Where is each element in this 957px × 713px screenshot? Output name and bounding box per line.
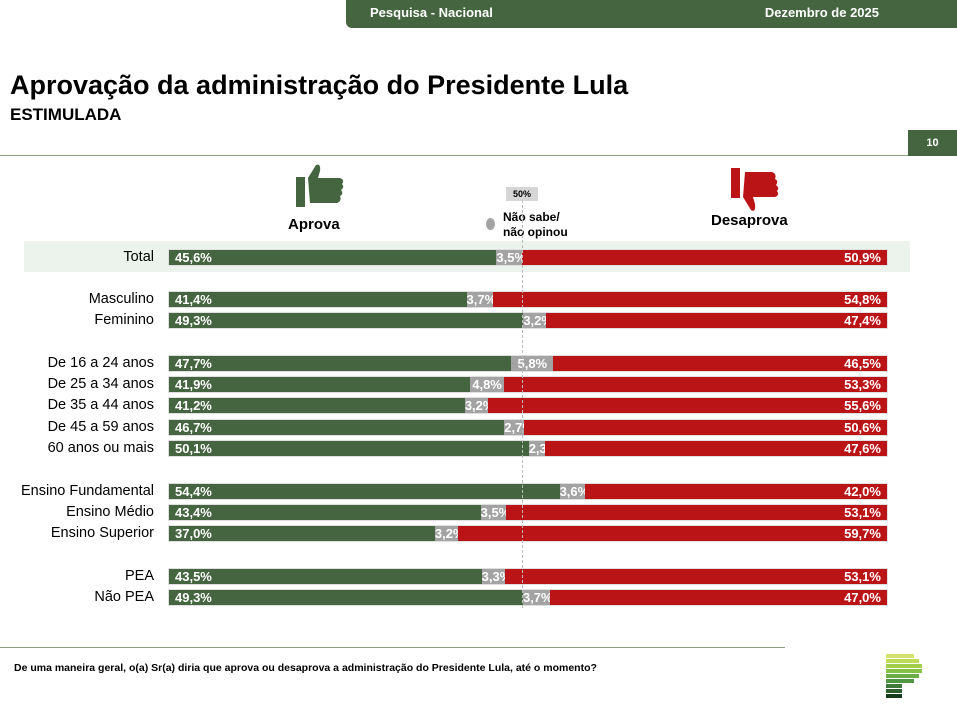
category-label: De 16 a 24 anos [47,355,154,371]
category-label: Ensino Fundamental [21,483,154,499]
category-label: 60 anos ou mais [47,440,154,456]
bar-aprova: 49,3% [169,313,524,328]
survey-name: Pesquisa - Nacional [370,5,493,20]
legend-nao-sabe: Não sabe/ não opinou [503,210,568,239]
category-label: Ensino Médio [66,504,154,520]
survey-question: De uma maneira geral, o(a) Sr(a) diria q… [14,662,597,674]
bar-desaprova: 47,0% [549,590,887,605]
header-bar: Pesquisa - Nacional Dezembro de 2025 [346,0,957,28]
bar-aprova: 41,2% [169,398,465,413]
stacked-bar: 54,4% 3,6% 42,0% [168,483,888,500]
bar-row: Não PEA 49,3% 3,7% 47,0% [0,589,957,606]
page-number: 10 [908,130,957,156]
bar-desaprova: 50,6% [523,420,887,435]
bar-nao-sabe: 3,7% [466,292,497,307]
survey-date: Dezembro de 2025 [764,5,879,20]
legend-aprova: Aprova [288,216,340,233]
logo [886,654,922,698]
stacked-bar: 37,0% 3,2% 59,7% [168,525,888,542]
category-label: De 35 a 44 anos [47,397,154,413]
page-subtitle: ESTIMULADA [10,105,122,124]
thumbs-down-icon [731,168,779,211]
stacked-bar: 43,5% 3,3% 53,1% [168,568,888,585]
bar-aprova: 37,0% [169,526,435,541]
bar-desaprova: 42,0% [585,484,887,499]
bar-row: Ensino Médio 43,4% 3,5% 53,1% [0,504,957,521]
bar-nao-sabe: 3,2% [434,526,465,541]
legend-nao-sabe-marker [486,218,495,230]
bar-nao-sabe: 3,3% [481,569,512,584]
bar-row: Total 45,6% 3,5% 50,9% [0,249,957,266]
bar-desaprova: 53,1% [505,505,887,520]
bar-aprova: 46,7% [169,420,505,435]
bar-desaprova: 53,1% [505,569,887,584]
bar-nao-sabe: 4,8% [469,377,505,392]
category-label: Total [123,249,154,265]
bar-desaprova: 47,4% [546,313,887,328]
category-label: Masculino [88,291,154,307]
bar-aprova: 50,1% [169,441,529,456]
bar-nao-sabe: 2,7% [504,420,534,435]
bar-nao-sabe: 3,5% [480,505,511,520]
bar-aprova: 47,7% [169,356,512,371]
bar-row: Ensino Superior 37,0% 3,2% 59,7% [0,525,957,542]
stacked-bar: 49,3% 3,7% 47,0% [168,589,888,606]
category-label: Não PEA [94,589,154,605]
bar-nao-sabe: 3,2% [523,313,553,328]
category-label: De 25 a 34 anos [47,376,154,392]
stacked-bar: 46,7% 2,7% 50,6% [168,419,888,436]
stacked-bar: 47,7% 5,8% 46,5% [168,355,888,372]
bar-row: Feminino 49,3% 3,2% 47,4% [0,312,957,329]
bar-nao-sabe: 3,5% [496,250,527,265]
stacked-bar: 41,9% 4,8% 53,3% [168,376,888,393]
thumbs-up-icon [296,164,344,207]
page-title: Aprovação da administração do Presidente… [10,70,629,100]
bar-desaprova: 55,6% [487,398,887,413]
divider [0,155,908,156]
bar-row: PEA 43,5% 3,3% 53,1% [0,568,957,585]
category-label: De 45 a 59 anos [47,419,154,435]
bar-desaprova: 53,3% [504,377,887,392]
bar-row: 60 anos ou mais 50,1% 2,3% 47,6% [0,440,957,457]
category-label: PEA [124,568,154,584]
bar-nao-sabe: 5,8% [511,356,554,371]
bar-nao-sabe: 3,2% [464,398,495,413]
fifty-percent-label: 50% [506,187,538,201]
stacked-bar: 41,4% 3,7% 54,8% [168,291,888,308]
stacked-bar: 50,1% 2,3% 47,6% [168,440,888,457]
bar-row: De 35 a 44 anos 41,2% 3,2% 55,6% [0,397,957,414]
category-label: Ensino Superior [50,525,154,541]
stacked-bar: 43,4% 3,5% 53,1% [168,504,888,521]
stacked-bar: 45,6% 3,5% 50,9% [168,249,888,266]
bar-aprova: 45,6% [169,250,497,265]
stacked-bar: 41,2% 3,2% 55,6% [168,397,888,414]
bar-desaprova: 50,9% [521,250,887,265]
stacked-bar: 49,3% 3,2% 47,4% [168,312,888,329]
bar-aprova: 43,4% [169,505,481,520]
bar-aprova: 41,4% [169,292,467,307]
bar-nao-sabe: 3,6% [559,484,590,499]
bar-desaprova: 54,8% [493,292,887,307]
footer-divider [0,647,785,648]
bar-desaprova: 59,7% [457,526,887,541]
category-label: Feminino [94,312,154,328]
fifty-percent-line [522,200,523,608]
bar-aprova: 41,9% [169,377,470,392]
legend-desaprova: Desaprova [711,212,788,229]
bar-row: Masculino 41,4% 3,7% 54,8% [0,291,957,308]
bar-nao-sabe: 2,3% [528,441,559,456]
bar-row: Ensino Fundamental 54,4% 3,6% 42,0% [0,483,957,500]
bar-row: De 45 a 59 anos 46,7% 2,7% 50,6% [0,419,957,436]
bar-desaprova: 46,5% [553,356,887,371]
bar-row: De 16 a 24 anos 47,7% 5,8% 46,5% [0,355,957,372]
bar-aprova: 43,5% [169,569,482,584]
bar-nao-sabe: 3,7% [522,590,553,605]
bar-aprova: 54,4% [169,484,560,499]
bar-desaprova: 47,6% [545,441,887,456]
bar-row: De 25 a 34 anos 41,9% 4,8% 53,3% [0,376,957,393]
bar-aprova: 49,3% [169,590,523,605]
